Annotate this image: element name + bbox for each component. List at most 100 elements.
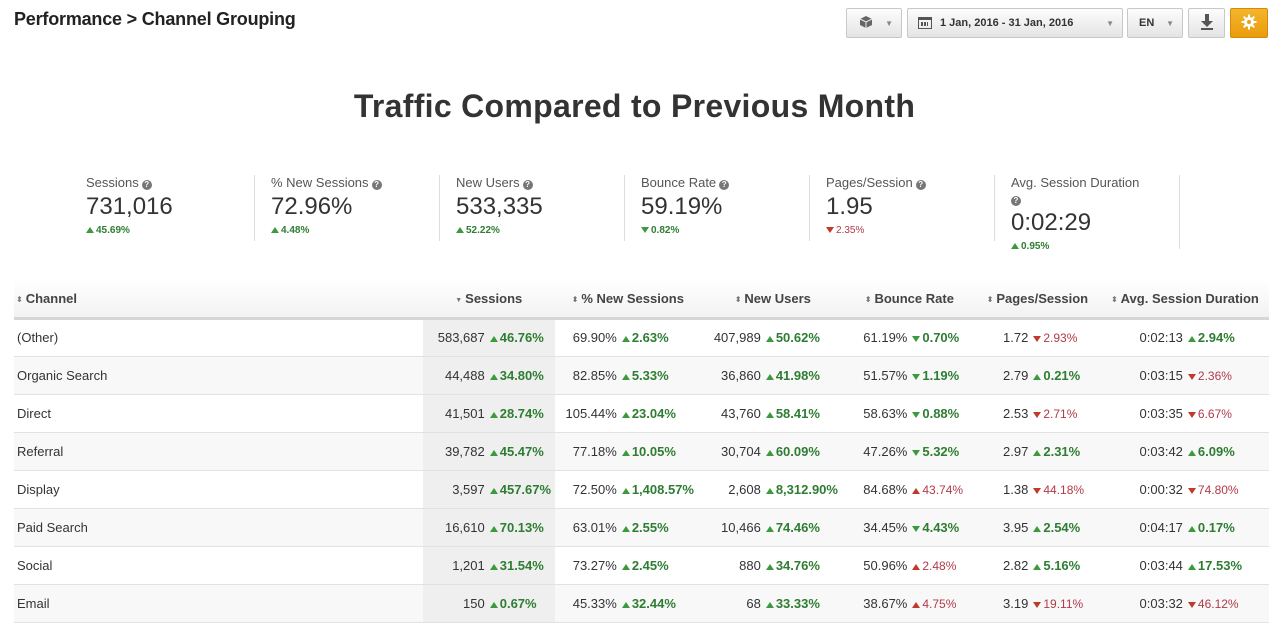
metric-cell: 105.44% 23.04% (554, 394, 701, 433)
help-icon[interactable]: ? (915, 180, 926, 190)
metric-cell: 82.85% 5.33% (554, 356, 701, 395)
kpi-value: 731,016 (86, 193, 173, 220)
metric-value: 1,201 (452, 557, 485, 573)
table-row[interactable]: Email 150 0.67% 45.33% 32.44% 68 33.33% 38.67% 4… (14, 584, 1269, 623)
metric-cell: 30,704 60.09% (700, 432, 845, 471)
metric-value: 39,782 (444, 443, 485, 459)
arrow-up-icon (1187, 563, 1196, 570)
language-dropdown[interactable]: EN ▼ (1127, 8, 1183, 38)
metric-change: 457.67% (485, 482, 551, 497)
kpi-change-value: 0.95% (1021, 241, 1050, 252)
metric-cell: 0:04:17 0.17% (1100, 508, 1269, 547)
column-header-new-sessions[interactable]: ⬍% New Sessions (554, 280, 701, 320)
language-label: EN (1139, 17, 1155, 29)
table-row[interactable]: Social 1,201 31.54% 73.27% 2.45% 880 34.76% 50.… (14, 546, 1269, 585)
metric-cell: 39,782 45.47% (422, 432, 555, 471)
metric-change-value: 1.19% (922, 367, 960, 383)
metric-change-value: 34.80% (499, 367, 544, 383)
kpi-change-value: 0.82% (651, 225, 680, 236)
metric-change: 6.09% (1183, 444, 1245, 459)
arrow-up-icon (765, 563, 774, 570)
metric-change: 74.46% (761, 520, 845, 535)
metric-cell: 68 33.33% (700, 584, 845, 623)
metric-change-value: 10.05% (631, 443, 676, 459)
metric-change-value: 2.36% (1197, 368, 1232, 383)
table-row[interactable]: (Other) 583,687 46.76% 69.90% 2.63% 407,989 50… (14, 318, 1269, 357)
metric-change-value: 2.55% (631, 519, 669, 535)
arrow-up-icon (1187, 525, 1196, 532)
arrow-up-icon (912, 487, 921, 494)
metric-value: 0:03:32 (1139, 595, 1183, 611)
segment-dropdown-button[interactable]: ▼ (846, 8, 902, 38)
help-icon[interactable]: ? (1011, 196, 1021, 206)
metric-value: 105.44% (565, 405, 617, 421)
metric-cell: 0:03:44 17.53% (1100, 546, 1269, 585)
table-row[interactable]: Display 3,597 457.67% 72.50% 1,408.57% 2,608 8… (14, 470, 1269, 509)
download-button[interactable] (1188, 8, 1225, 38)
chevron-down-icon: ▼ (1106, 19, 1114, 28)
metric-change-value: 1,408.57% (631, 481, 694, 497)
kpi-sessions: Sessions? 731,016 45.69% (70, 175, 255, 241)
table-row[interactable]: Direct 41,501 28.74% 105.44% 23.04% 43,760 58.… (14, 394, 1269, 433)
metric-value: 68 (746, 595, 761, 611)
arrow-down-icon (1033, 487, 1042, 494)
column-header-avg-session-duration[interactable]: ⬍ Avg. Session Duration (1100, 280, 1269, 320)
arrow-down-icon (1187, 601, 1196, 608)
metric-change-value: 5.32% (922, 443, 960, 459)
settings-button[interactable] (1230, 8, 1268, 38)
kpi-change-value: 52.22% (466, 225, 500, 236)
kpi-change: 52.22% (456, 224, 624, 238)
kpi-new-users: New Users? 533,335 52.22% (440, 175, 625, 241)
metric-value: 58.63% (863, 405, 908, 421)
help-icon[interactable]: ? (522, 180, 533, 190)
metric-change: 2.71% (1028, 407, 1078, 421)
metric-change: 1,408.57% (617, 482, 701, 497)
table-row[interactable]: Referral 39,782 45.47% 77.18% 10.05% 30,704 60… (14, 432, 1269, 471)
help-icon[interactable]: ? (719, 180, 730, 190)
metric-cell: 50.96% 2.48% (844, 546, 974, 585)
metric-change-value: 33.33% (775, 595, 820, 611)
arrow-down-icon (912, 525, 921, 532)
metric-cell: 51.57% 1.19% (844, 356, 974, 395)
kpi-value: 72.96% (271, 193, 353, 220)
metric-change-value: 2.31% (1043, 443, 1081, 459)
metric-value: 51.57% (863, 367, 908, 383)
kpi-change-value: 2.35% (836, 225, 865, 236)
kpi-value: 1.95 (826, 193, 873, 220)
date-range-picker[interactable]: 1 Jan, 2016 - 31 Jan, 2016 ▼ (907, 8, 1123, 38)
column-header-bounce-rate[interactable]: ⬍ Bounce Rate (844, 280, 974, 320)
metric-value: 61.19% (863, 330, 908, 345)
help-icon[interactable]: ? (371, 180, 382, 190)
column-header-channel[interactable]: ⬍ Channel (14, 280, 423, 320)
arrow-down-icon (1187, 373, 1196, 380)
help-icon[interactable]: ? (141, 180, 152, 190)
metric-change: 32.44% (617, 596, 701, 611)
metric-change-value: 17.53% (1197, 557, 1242, 573)
arrow-up-icon (86, 227, 94, 233)
table-row[interactable]: Paid Search 16,610 70.13% 63.01% 2.55% 10,466… (14, 508, 1269, 547)
arrow-down-icon (641, 227, 649, 233)
column-header-label: % New Sessions (581, 290, 684, 306)
column-header-label: Avg. Session Duration (1120, 290, 1259, 306)
kpi-change-value: 4.48% (281, 225, 310, 236)
column-header-sessions[interactable]: ▼ Sessions (422, 280, 555, 320)
metric-value: 0:03:44 (1139, 557, 1183, 573)
metric-value: 0:04:17 (1139, 519, 1183, 535)
arrow-up-icon (1011, 243, 1019, 249)
channel-cell: Organic Search (14, 356, 423, 395)
kpi-change: 2.35% (826, 224, 994, 238)
metric-change: 4.75% (907, 597, 963, 611)
kpi-label: Avg. Session Duration? (1011, 175, 1179, 207)
kpi--new-sessions: % New Sessions? 72.96% 4.48% (255, 175, 440, 241)
sort-icon: ⬍ (571, 294, 579, 304)
column-header-pages-session[interactable]: ⬍ Pages/Session (973, 280, 1101, 320)
metric-value: 0:03:42 (1139, 443, 1183, 459)
column-header-new-users[interactable]: ⬍ New Users (700, 280, 845, 320)
metric-change: 50.62% (761, 330, 845, 345)
metric-change: 74.80% (1183, 483, 1245, 497)
table-row[interactable]: Organic Search 44,488 34.80% 82.85% 5.33% 36,… (14, 356, 1269, 395)
arrow-up-icon (489, 373, 498, 380)
metric-change-value: 46.76% (499, 330, 544, 345)
metric-change-value: 41.98% (775, 367, 820, 383)
metric-value: 73.27% (572, 557, 617, 573)
